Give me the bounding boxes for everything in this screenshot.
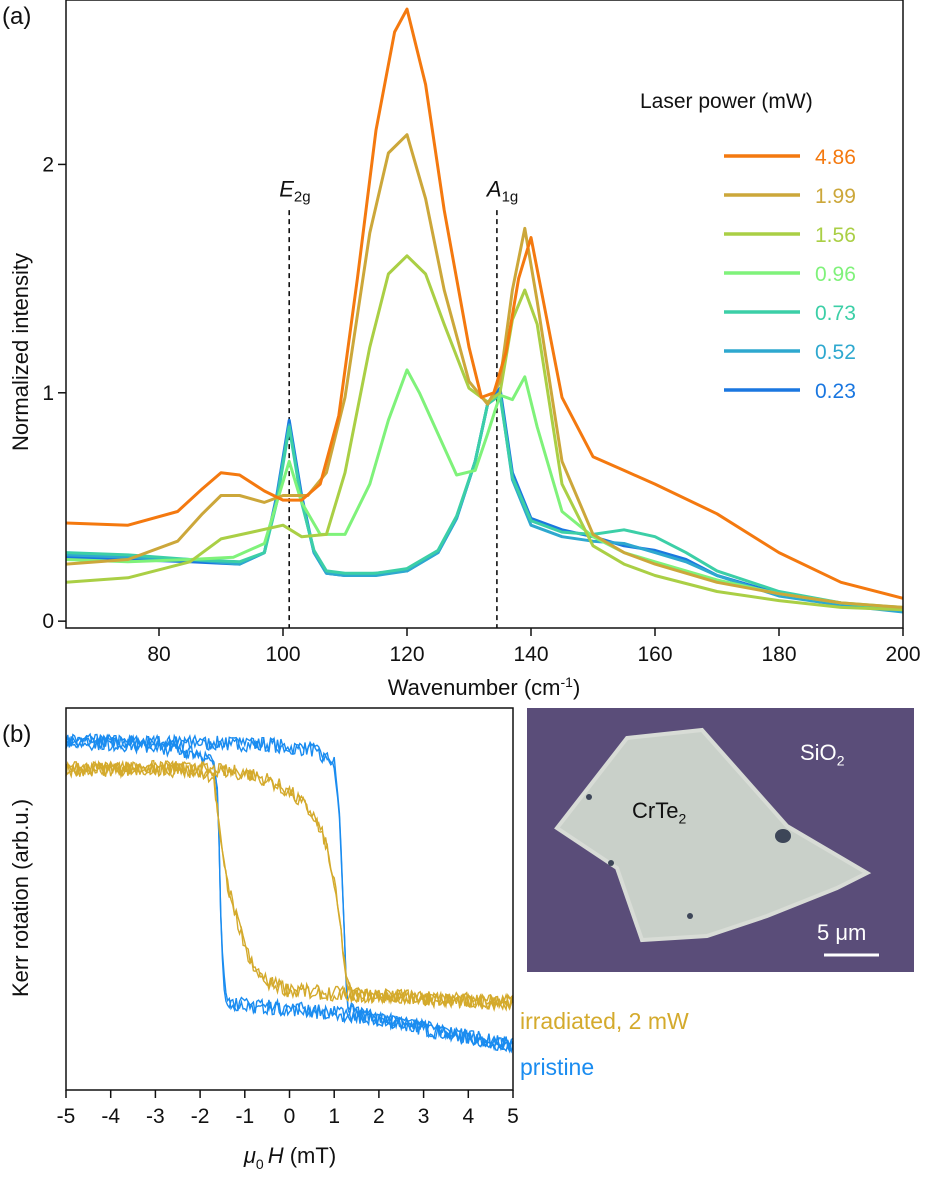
raman-y-axis-label: Normalized intensity	[8, 253, 33, 451]
kerr-loop-irradiated	[65, 760, 514, 1010]
kerr-x-tick-label: -4	[101, 1105, 120, 1128]
kerr-x-tick-label: 1	[328, 1105, 340, 1128]
flake-image	[554, 727, 879, 957]
kerr-loop-irradiated	[65, 760, 514, 1012]
kerr-loop-pristine	[65, 735, 514, 1052]
kerr-loop-irradiated	[65, 759, 514, 1013]
kerr-x-tick-label: 3	[418, 1105, 430, 1128]
panel-a-label: (a)	[2, 3, 31, 30]
kerr-x-tick-label: 4	[462, 1105, 474, 1128]
legend-value: 0.96	[815, 263, 856, 286]
panel-b-label: (b)	[2, 721, 31, 748]
kerr-x-tick-label: -3	[146, 1105, 165, 1128]
kerr-x-tick-label: 2	[373, 1105, 385, 1128]
kerr-series	[65, 732, 514, 1054]
kerr-x-tick-label: -1	[235, 1105, 254, 1128]
raman-series-1.99	[65, 133, 904, 609]
raman-x-tick-label: 140	[513, 643, 548, 666]
raman-x-axis-label: Wavenumber (cm-1)	[388, 674, 581, 700]
flake-label: CrTe2	[632, 798, 687, 827]
legend-value: 0.52	[815, 341, 856, 364]
kerr-x-tick-label: -5	[57, 1105, 76, 1128]
kerr-y-axis-label: Kerr rotation (arb.u.)	[8, 799, 33, 997]
raman-y-ticks: 0 1 2	[42, 153, 66, 633]
micrograph: CrTe2 SiO2 5 μm	[527, 708, 914, 972]
raman-x-tick-label: 160	[637, 643, 672, 666]
raman-y-tick-label: 2	[42, 153, 54, 176]
flake-defect	[586, 794, 592, 800]
raman-x-tick-label: 100	[265, 643, 300, 666]
kerr-x-tick-label: -2	[191, 1105, 210, 1128]
kerr-x-tick-label: 0	[284, 1105, 296, 1128]
flake-defect	[608, 860, 614, 866]
raman-series-0.52	[65, 391, 904, 614]
peak-label: E2g	[279, 176, 310, 205]
raman-series-0.73	[65, 393, 904, 612]
peak-label: A1g	[485, 176, 518, 205]
kerr-loop-irradiated	[65, 759, 514, 1010]
raman-x-tick-label: 200	[885, 643, 920, 666]
crte2-flake	[554, 727, 872, 943]
legend-value: 4.86	[815, 146, 856, 169]
raman-y-tick-label: 0	[42, 610, 54, 633]
scale-bar-label: 5 μm	[817, 920, 867, 945]
pristine-label: pristine	[520, 1054, 594, 1080]
flake-defect	[775, 829, 791, 843]
raman-x-tick-label: 80	[147, 643, 170, 666]
kerr-x-axis-label: μ0 H (mT)	[243, 1143, 336, 1172]
legend: Laser power (mW) 4.86 1.99 1.56 0.96 0.73 0.5…	[640, 90, 856, 403]
legend-value: 1.99	[815, 185, 856, 208]
legend-value: 1.56	[815, 224, 856, 247]
raman-y-tick-label: 1	[42, 382, 54, 405]
kerr-plot: -5 -4 -3 -2 -1 0 1 2 3 4 5 μ0 H (mT) Kerr rotation …	[8, 707, 689, 1172]
raman-x-tick-label: 180	[761, 643, 796, 666]
raman-plot: E2g A1g 80 100 120 140 160 180 200 0 1 2 Wavenumb…	[8, 0, 921, 700]
raman-x-tick-label: 120	[389, 643, 424, 666]
kerr-x-tick-label: 5	[507, 1105, 519, 1128]
raman-series-4.86	[65, 7, 904, 600]
raman-plot-frame	[65, 0, 904, 629]
flake-defect	[687, 913, 693, 919]
raman-series-1.56	[65, 254, 904, 612]
peak-markers: E2g A1g	[279, 176, 518, 628]
kerr-series-labels: irradiated, 2 mW pristine	[520, 1008, 689, 1080]
legend-title: Laser power (mW)	[640, 90, 813, 113]
legend-value: 0.23	[815, 380, 856, 403]
raman-series	[65, 7, 904, 614]
raman-x-ticks: 80 100 120 140 160 180 200	[147, 628, 921, 666]
irradiated-label: irradiated, 2 mW	[520, 1008, 689, 1034]
raman-series-0.96	[65, 368, 904, 609]
substrate-label: SiO2	[800, 740, 845, 769]
legend-value: 0.73	[815, 302, 856, 325]
kerr-loop-pristine	[65, 733, 514, 1054]
kerr-x-ticks: -5 -4 -3 -2 -1 0 1 2 3 4 5	[57, 1090, 519, 1128]
